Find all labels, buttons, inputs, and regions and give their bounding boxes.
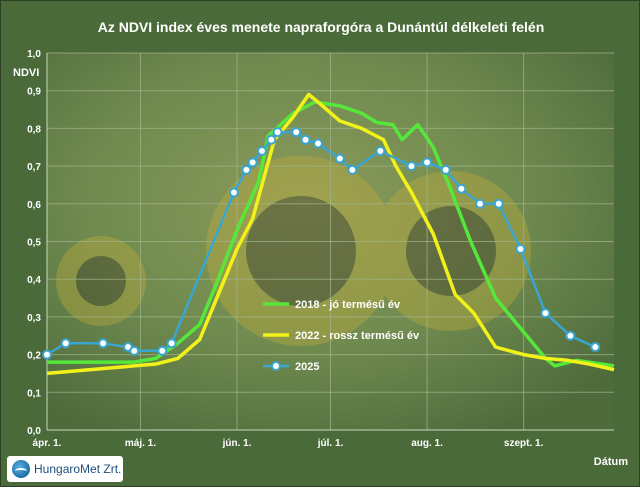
series-2025-point: [334, 153, 345, 164]
x-tick-label: ápr. 1.: [33, 438, 62, 449]
series-2025-point: [256, 146, 267, 157]
y-tick-label: 0,4: [27, 275, 41, 286]
y-tick-label: 0,2: [27, 351, 41, 362]
y-tick-labels: 0,0 0,1 0,2 0,3 0,4 0,5 0,6 0,7 0,8 0,9 1,0: [27, 49, 41, 437]
series-2025-point: [247, 157, 258, 168]
hungaromet-logo: HungaroMet Zrt.: [7, 456, 123, 482]
y-tick-label: 0,6: [27, 200, 41, 211]
series-2025-point: [129, 345, 140, 356]
series-2025-point: [98, 338, 109, 349]
series-2025-point: [493, 198, 504, 209]
logo-text: HungaroMet Zrt.: [34, 462, 122, 476]
y-tick-label: 0,5: [27, 238, 41, 249]
series-2025-point: [540, 308, 551, 319]
series-2025-point: [291, 127, 302, 138]
x-tick-label: máj. 1.: [125, 438, 156, 449]
series-2025-point: [406, 161, 417, 172]
series-2025-point: [300, 134, 311, 145]
series-2025-point: [157, 345, 168, 356]
series-2018-line: [47, 100, 615, 368]
y-tick-label: 0,0: [27, 426, 41, 437]
y-axis-label: NDVI: [13, 67, 39, 79]
series-2025-point: [456, 183, 467, 194]
series-2025-point: [515, 244, 526, 255]
chart-title: Az NDVI index éves menete napraforgóra a…: [98, 19, 545, 35]
series-2025-point: [42, 349, 52, 360]
series-2025-point: [590, 342, 601, 353]
y-tick-label: 0,8: [27, 124, 41, 135]
series-lines: [42, 92, 615, 376]
series-2025-point: [313, 138, 324, 149]
grid: [46, 52, 614, 431]
series-2025-point: [228, 187, 239, 198]
y-tick-label: 0,1: [27, 388, 41, 399]
y-tick-label: 0,9: [27, 87, 41, 98]
x-axis-label: Dátum: [594, 456, 628, 468]
x-tick-labels: ápr. 1. máj. 1. jún. 1. júl. 1. aug. 1. szept…: [33, 438, 544, 449]
legend-label-2025: 2025: [295, 361, 319, 373]
series-2025-point: [440, 164, 451, 175]
x-tick-label: jún. 1.: [222, 438, 252, 449]
series-2025-point: [475, 198, 486, 209]
x-tick-label: szept. 1.: [504, 438, 544, 449]
series-2025-point: [347, 164, 358, 175]
series-2025-point: [375, 146, 386, 157]
legend-marker-2025: [271, 361, 281, 371]
legend: 2018 - jó termésű év 2022 - rossz termés…: [263, 299, 420, 373]
y-tick-label: 0,3: [27, 313, 41, 324]
series-2025-point: [266, 134, 277, 145]
y-tick-label: 1,0: [27, 49, 41, 60]
series-2025-point: [241, 164, 252, 175]
series-2025-point: [166, 338, 177, 349]
x-tick-label: júl. 1.: [317, 438, 344, 449]
series-2022-line: [46, 92, 615, 376]
series-2025-point: [565, 330, 576, 341]
legend-label-2018: 2018 - jó termésű év: [295, 299, 401, 311]
legend-label-2022: 2022 - rossz termésű év: [295, 330, 420, 342]
hungaromet-logo-icon: [12, 460, 30, 478]
series-2025-point: [272, 127, 283, 138]
series-2025-point: [60, 338, 71, 349]
y-tick-label: 0,7: [27, 162, 41, 173]
series-2025-point: [422, 157, 433, 168]
x-tick-label: aug. 1.: [411, 438, 443, 449]
